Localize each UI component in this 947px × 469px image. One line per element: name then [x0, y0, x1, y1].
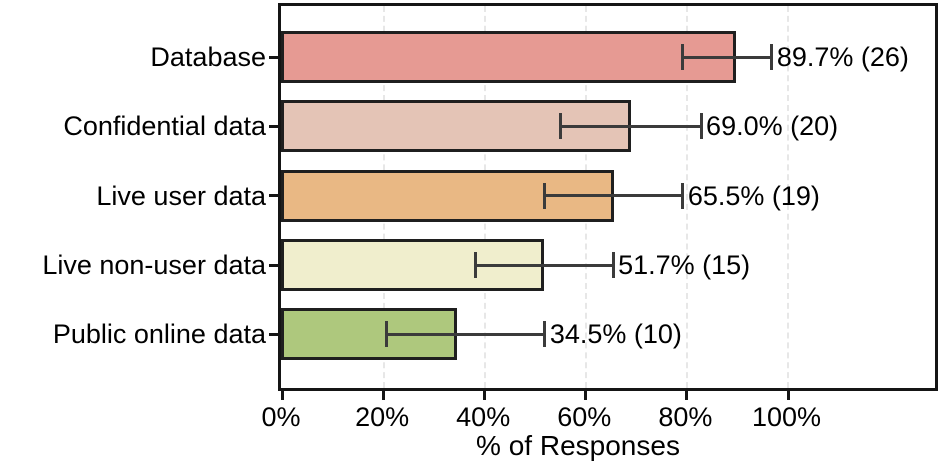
- error-bar-cap: [384, 321, 388, 347]
- bar-value-label: 65.5% (19): [687, 180, 820, 211]
- category-label: Database: [150, 42, 266, 72]
- x-tick-label: 80%: [658, 402, 713, 432]
- bar-value-label: 51.7% (15): [618, 250, 751, 280]
- y-axis-tick: [269, 124, 278, 128]
- x-axis-title: % of Responses: [476, 430, 680, 461]
- x-axis-tick: [584, 391, 588, 400]
- x-tick-label: 20%: [355, 402, 410, 432]
- error-bar: [560, 124, 702, 128]
- error-bar: [386, 332, 545, 336]
- category-label: Confidential data: [63, 111, 266, 141]
- y-axis-tick: [269, 332, 278, 336]
- error-bar: [682, 55, 772, 59]
- x-tick-label: 100%: [751, 402, 822, 432]
- category-label: Live non-user data: [42, 250, 266, 280]
- y-axis-tick: [269, 263, 278, 267]
- plot-area: 89.7% (26) 69.0% (20) 65.5% (19) 51.7% (15)…: [269, 3, 938, 400]
- x-tick-label: 60%: [557, 402, 612, 432]
- bar-database: [281, 31, 736, 83]
- error-bar-cap: [611, 252, 615, 278]
- error-bar-cap: [681, 182, 685, 209]
- bar-value-label: 69.0% (20): [706, 111, 839, 141]
- category-label: Live user data: [96, 180, 266, 211]
- error-bar-cap: [770, 44, 774, 70]
- category-label: Public online data: [52, 319, 266, 349]
- x-axis-tick: [685, 391, 689, 400]
- x-axis-tick: [786, 391, 790, 400]
- x-axis-tick: [281, 391, 284, 400]
- error-bar-cap: [681, 44, 685, 70]
- bar-value-label: 89.7% (26): [776, 42, 909, 72]
- error-bar-cap: [543, 321, 547, 347]
- x-axis-tick: [382, 391, 386, 400]
- x-tick-label: 0%: [261, 402, 301, 432]
- error-bar: [544, 194, 683, 197]
- error-bar-cap: [699, 113, 703, 139]
- x-tick-label: 40%: [456, 402, 511, 432]
- gridline: [787, 6, 789, 388]
- error-bar-cap: [559, 113, 563, 139]
- y-axis-tick: [269, 55, 278, 59]
- error-bar: [475, 263, 614, 267]
- x-axis-tick: [483, 391, 487, 400]
- bar-value-label: 34.5% (10): [549, 319, 682, 349]
- y-axis-tick: [269, 194, 278, 197]
- error-bar-cap: [473, 252, 477, 278]
- gridline: [685, 6, 688, 388]
- error-bar-cap: [543, 182, 547, 209]
